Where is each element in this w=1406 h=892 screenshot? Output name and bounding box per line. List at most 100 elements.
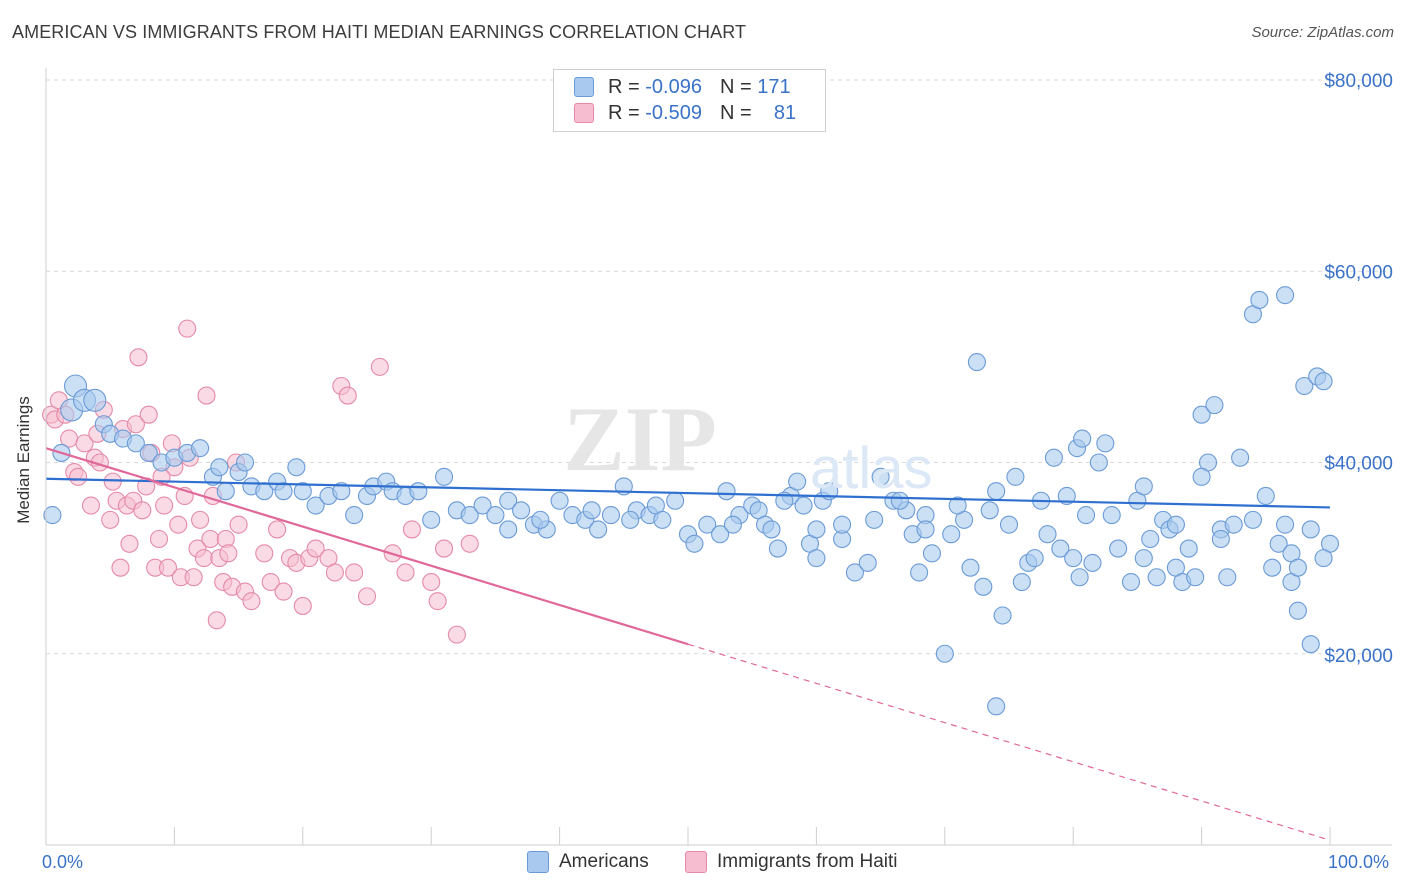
haiti-point (396, 563, 415, 582)
american-point (653, 510, 672, 529)
american-point (1038, 525, 1057, 544)
american-point (1076, 506, 1096, 525)
american-point (473, 496, 492, 515)
american-point (993, 606, 1012, 625)
american-point (621, 510, 640, 529)
haiti-point (139, 405, 158, 424)
legend-r-label: R = (608, 101, 640, 124)
american-point (434, 467, 454, 486)
haiti-point (158, 558, 178, 577)
american-point (1073, 429, 1092, 448)
series-legend-americans[interactable]: Americans (527, 851, 649, 873)
american-point (999, 515, 1019, 534)
american-point (601, 506, 621, 525)
haiti-point (81, 496, 100, 515)
series-legend-haiti[interactable]: Immigrants from Haiti (685, 851, 898, 873)
haiti-points (42, 319, 479, 644)
american-point (1218, 568, 1237, 587)
haiti-point (197, 386, 216, 405)
american-point (1179, 539, 1198, 558)
american-point (499, 491, 518, 510)
american-point (1102, 506, 1121, 525)
american-point (935, 644, 954, 663)
american-point (1288, 558, 1307, 577)
american-point (871, 467, 890, 486)
haiti-point (274, 582, 293, 601)
american-point (788, 472, 807, 491)
american-point (890, 491, 909, 510)
haiti-point (155, 496, 174, 515)
series-swatch-pink (685, 851, 707, 873)
american-point (1134, 549, 1153, 568)
american-point (1147, 568, 1166, 587)
american-point (910, 563, 929, 582)
american-point (287, 458, 306, 477)
series-legend: Americans Immigrants from Haiti (0, 851, 1406, 877)
american-point (845, 563, 864, 582)
american-point (345, 506, 364, 525)
haiti-point (133, 501, 152, 520)
american-point (582, 501, 601, 520)
haiti-point (219, 544, 238, 563)
haiti-point (229, 515, 248, 534)
american-point (1089, 453, 1108, 472)
stats-legend: R = -0.096 N = 171 R = -0.509 N = 81 (553, 69, 826, 132)
american-point (1057, 486, 1076, 506)
american-point (794, 496, 813, 515)
haiti-point (129, 348, 148, 367)
american-point (512, 501, 531, 520)
haiti-point (325, 563, 344, 582)
chart-title: AMERICAN VS IMMIGRANTS FROM HAITI MEDIAN… (12, 22, 747, 42)
american-point (1276, 286, 1295, 305)
american-point (1006, 467, 1025, 486)
american-points (43, 286, 1340, 716)
haiti-point (242, 592, 261, 611)
american-point (216, 482, 235, 501)
american-point (1096, 434, 1115, 453)
haiti-point (191, 510, 210, 529)
legend-n-value: 171 (757, 75, 791, 98)
series-legend-label: Americans (559, 851, 649, 872)
american-point (409, 482, 428, 501)
american-point (1295, 376, 1314, 396)
watermark: ZIP (563, 388, 716, 490)
haiti-point (111, 558, 130, 577)
haiti-point (447, 625, 466, 644)
legend-row-haiti: R = -0.509 N = 81 (574, 101, 796, 125)
legend-r-label: R = (608, 75, 640, 98)
american-point (1276, 515, 1295, 534)
haiti-point (201, 529, 220, 549)
american-point (486, 506, 505, 525)
american-point (306, 496, 325, 515)
haiti-trend-extension (687, 643, 1331, 841)
haiti-point (149, 529, 169, 549)
american-point (274, 482, 293, 501)
legend-swatch-pink (574, 103, 594, 123)
american-point (717, 482, 736, 501)
american-point (1256, 486, 1275, 506)
haiti-trend-line (45, 447, 689, 646)
haiti-point (306, 539, 325, 558)
american-point (1064, 549, 1083, 568)
american-point (775, 491, 794, 510)
y-tick-label: $80,000 (1324, 71, 1393, 92)
american-point (589, 520, 608, 539)
y-tick-label: $40,000 (1324, 454, 1393, 475)
american-point (967, 353, 986, 372)
haiti-point (268, 520, 287, 539)
american-point (1205, 396, 1224, 415)
american-point (550, 491, 569, 510)
american-point (1044, 448, 1063, 467)
series-legend-label: Immigrants from Haiti (717, 851, 898, 872)
american-point (961, 558, 980, 577)
american-point (460, 506, 479, 525)
american-point (1243, 510, 1263, 529)
american-point (139, 443, 158, 462)
haiti-point (460, 534, 479, 553)
american-point (807, 549, 826, 568)
american-point (126, 434, 145, 453)
haiti-point (194, 549, 213, 568)
american-point (942, 525, 961, 544)
american-point (1231, 448, 1250, 467)
